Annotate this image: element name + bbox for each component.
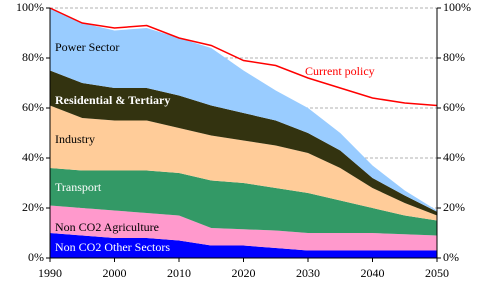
x-tick-label: 2030 bbox=[296, 266, 320, 280]
x-tick-label: 2020 bbox=[232, 266, 256, 280]
y2-tick-label: 20% bbox=[443, 200, 465, 214]
area bbox=[50, 205, 437, 251]
series-label: Power Sector bbox=[55, 40, 119, 54]
x-tick-label: 2010 bbox=[167, 266, 191, 280]
y-tick-label: 80% bbox=[22, 50, 44, 64]
series-label: Residential & Tertiary bbox=[55, 93, 170, 107]
y-tick-label: 60% bbox=[22, 100, 44, 114]
area bbox=[50, 105, 437, 221]
line bbox=[49, 7, 438, 107]
x-tick-label: 2000 bbox=[103, 266, 127, 280]
area bbox=[50, 168, 437, 236]
y-tick-label: 20% bbox=[22, 200, 44, 214]
y2-tick-label: 0% bbox=[443, 250, 459, 264]
x-tick-label: 1990 bbox=[38, 266, 62, 280]
y2-tick-label: 80% bbox=[443, 50, 465, 64]
series-label: Industry bbox=[55, 132, 95, 146]
y2-tick-label: 40% bbox=[443, 150, 465, 164]
series-label: Non CO2 Other Sectors bbox=[55, 240, 170, 254]
y-tick-label: 0% bbox=[28, 250, 44, 264]
x-tick-label: 2040 bbox=[361, 266, 385, 280]
line-label: Current policy bbox=[305, 64, 375, 78]
area bbox=[50, 70, 437, 216]
x-tick-label: 2050 bbox=[425, 266, 449, 280]
series-label: Non CO2 Agriculture bbox=[55, 220, 159, 234]
y-tick-label: 100% bbox=[16, 0, 44, 14]
y2-tick-label: 100% bbox=[443, 0, 471, 14]
area bbox=[50, 8, 437, 212]
series-label: Transport bbox=[55, 180, 102, 194]
y2-tick-label: 60% bbox=[443, 100, 465, 114]
y-tick-label: 40% bbox=[22, 150, 44, 164]
